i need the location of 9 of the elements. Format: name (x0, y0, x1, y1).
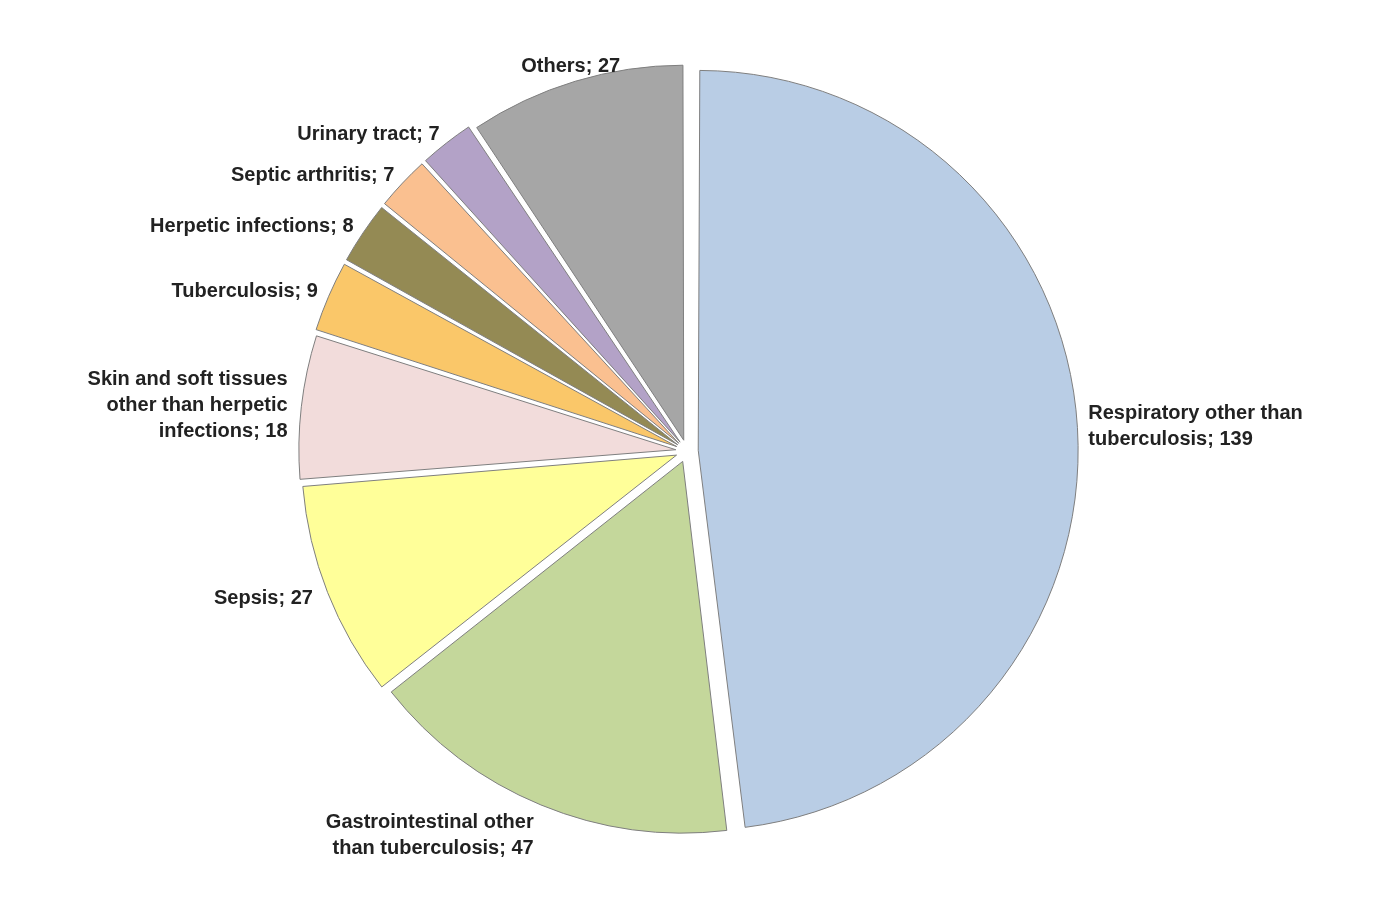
slice-label: Tuberculosis; 9 (171, 279, 318, 302)
slice-label: Gastrointestinal other than tuberculosis; 47 (325, 810, 534, 859)
slice-label: Sepsis; 27 (213, 585, 313, 608)
slice-label: Urinary tract; 7 (297, 121, 440, 144)
slice-label: Herpetic infections; 8 (150, 214, 354, 237)
slice-label: Skin and soft tissues other than herpetic infections; 18 (87, 366, 288, 441)
slice-label: Septic arthritis; 7 (230, 162, 395, 185)
slice-label: Respiratory other than tuberculosis; 139 (1088, 401, 1303, 450)
slice-label: Others; 27 (521, 53, 621, 76)
